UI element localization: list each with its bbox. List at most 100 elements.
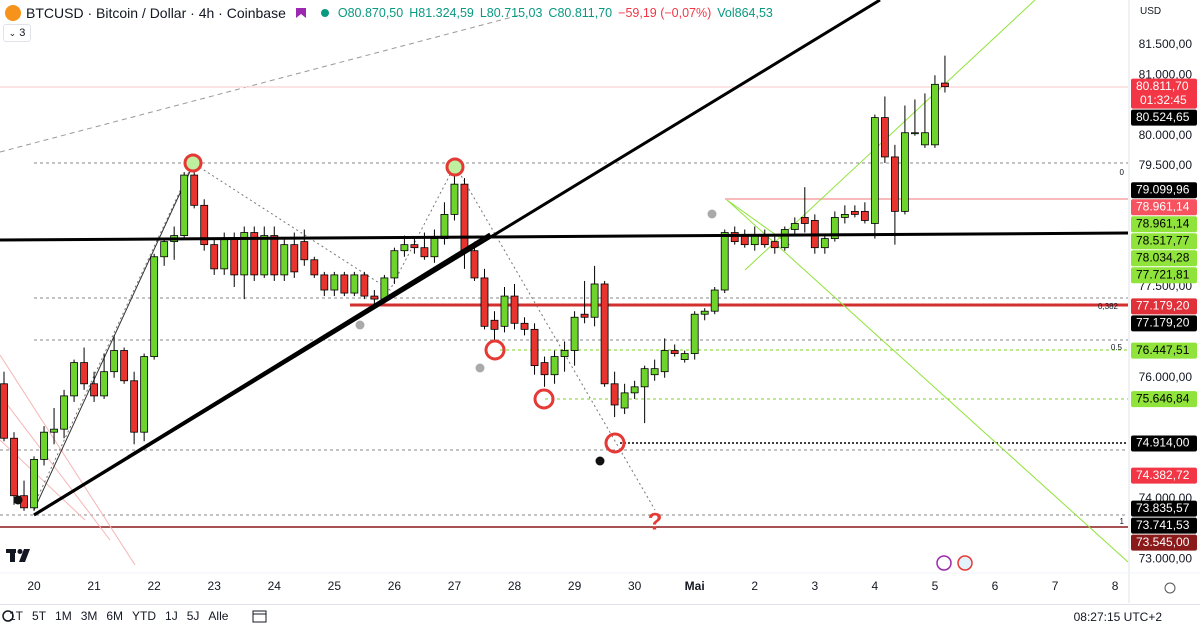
high-value: H81.324,59 <box>409 6 474 20</box>
candles <box>0 55 949 511</box>
candle-body <box>90 383 98 397</box>
event-icon[interactable] <box>936 555 952 571</box>
header: BTCUSD · Bitcoin / Dollar · 4h · Coinbas… <box>0 3 773 23</box>
candle-body <box>630 386 639 394</box>
drawings <box>0 0 1129 566</box>
candle-body <box>100 371 109 397</box>
close-value: C80.811,70 <box>548 6 613 20</box>
fib-label: 0,382 <box>1098 302 1119 311</box>
candle-body <box>500 295 509 327</box>
candle-body <box>460 183 469 252</box>
event-icon[interactable] <box>707 209 717 219</box>
price-label-box <box>1131 534 1197 551</box>
candle-body <box>610 383 619 406</box>
y-tick-label: 76.000,00 <box>1139 370 1193 384</box>
candle-body <box>320 274 329 291</box>
status-icon <box>320 9 329 17</box>
price-label-box <box>1131 250 1197 267</box>
low-value: L80.715,03 <box>479 6 543 20</box>
event-icon[interactable] <box>355 320 365 330</box>
price-label-box <box>1131 391 1197 408</box>
candle-body <box>120 350 129 382</box>
candle-body <box>490 319 499 330</box>
candle-body <box>420 247 429 258</box>
range-button[interactable]: 3M <box>80 608 98 623</box>
candle-body <box>600 283 609 385</box>
candle-body <box>570 316 579 351</box>
candle-body <box>390 250 399 279</box>
range-button[interactable]: YTD <box>132 608 157 623</box>
price-label-box <box>1131 182 1197 199</box>
candle-body <box>590 283 599 318</box>
settings-icon[interactable] <box>1164 582 1176 594</box>
price-label-box <box>1131 467 1197 484</box>
price-axis: 81.500,0081.000,0080.000,0079.500,0077.5… <box>1131 37 1197 565</box>
logo <box>6 549 30 562</box>
price-label: 80.811,70 <box>1136 79 1189 93</box>
candle-body <box>901 132 909 212</box>
range-button[interactable]: 1M <box>55 608 72 623</box>
event-icon[interactable] <box>13 495 23 505</box>
indicator-toggle[interactable]: ⌄ 3 <box>3 24 31 42</box>
channel-line <box>0 394 111 541</box>
currency[interactable]: USD <box>1140 6 1162 17</box>
y-tick-label: 79.500,00 <box>1139 158 1193 172</box>
event-icon[interactable] <box>957 555 973 571</box>
price-label-box <box>1131 517 1197 534</box>
price-label: 78.961,14 <box>1136 199 1190 213</box>
candle-body <box>370 295 379 300</box>
candle-body <box>360 274 369 297</box>
candle-body <box>340 274 349 294</box>
candle-body <box>400 244 409 252</box>
y-tick-label: 73.000,00 <box>1139 551 1193 565</box>
indicator-count: 3 <box>19 27 26 39</box>
price-label: 78.517,77 <box>1136 233 1190 247</box>
event-icon[interactable] <box>475 363 485 373</box>
symbol-title[interactable]: BTCUSD · Bitcoin / Dollar · 4h · Coinbas… <box>26 5 286 21</box>
price-label-box <box>1131 298 1197 315</box>
range-button[interactable]: 6M <box>106 608 124 623</box>
candle-body <box>220 238 229 270</box>
candle-body <box>580 313 589 318</box>
candle-body <box>560 350 569 357</box>
event-icon[interactable] <box>595 456 605 466</box>
candle-body <box>110 350 119 373</box>
candle-body <box>40 431 48 460</box>
marker-circle <box>604 432 626 454</box>
x-tick-label: 22 <box>147 579 161 593</box>
x-tick-label: 8 <box>1112 579 1119 593</box>
range-button[interactable]: 5T <box>32 608 47 623</box>
clock[interactable]: 08:27:15 UTC+2 <box>1073 610 1162 624</box>
candle-body <box>710 289 719 312</box>
candle-body <box>921 132 929 146</box>
y-tick-label: 81.500,00 <box>1139 37 1193 51</box>
candle-body <box>760 235 769 246</box>
range-buttons: 1T 5T 1M 3M 6M YTD 1J 5J Alle <box>0 609 228 623</box>
candle-body <box>240 232 249 276</box>
x-tick-label: 4 <box>872 579 879 593</box>
trend-line <box>33 164 194 511</box>
annotation: ? <box>648 508 663 535</box>
settings-icon[interactable] <box>0 608 16 624</box>
candle-body <box>160 241 169 258</box>
candle-body <box>10 437 18 497</box>
candle-body <box>330 274 339 291</box>
price-label-box <box>1131 216 1197 233</box>
candle-body <box>830 217 839 239</box>
range-button[interactable]: 1J <box>165 608 178 623</box>
candle-body <box>790 223 799 230</box>
x-tick-label: 27 <box>448 579 462 593</box>
range-button[interactable]: 5J <box>186 608 200 623</box>
price-label-box <box>1131 233 1197 250</box>
price-label: 73.741,53 <box>1136 518 1190 532</box>
volume-value: Vol864,53 <box>717 6 773 20</box>
range-button[interactable]: Alle <box>208 608 229 623</box>
candle-body <box>70 362 78 397</box>
calendar-icon[interactable] <box>250 608 270 624</box>
candle-body <box>750 235 759 246</box>
price-label-box <box>1131 435 1197 452</box>
price-label: 73.545,00 <box>1136 535 1190 549</box>
marker-circle <box>445 157 465 177</box>
candle-body <box>350 274 359 294</box>
candle-body <box>280 244 289 276</box>
